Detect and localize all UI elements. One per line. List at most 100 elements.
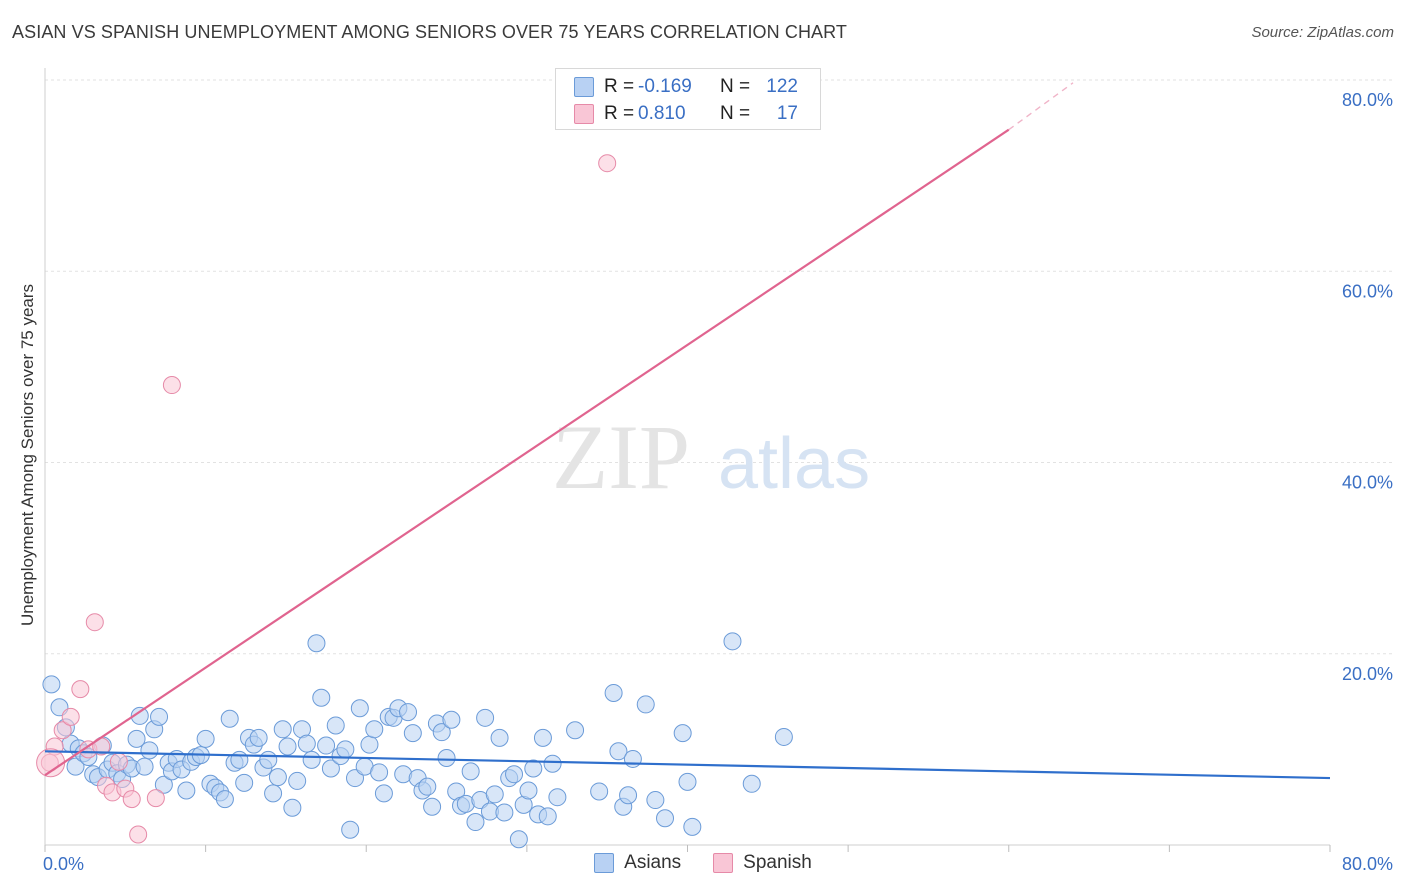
point-asians [365, 720, 384, 739]
trend-lines [44, 82, 1331, 780]
point-asians [273, 720, 292, 739]
point-asians [268, 768, 287, 787]
point-asians [566, 721, 585, 740]
y-tick-label: 40.0% [1342, 473, 1393, 493]
point-spanish [129, 825, 148, 844]
point-asians [196, 729, 215, 748]
point-asians [623, 749, 642, 768]
point-asians [509, 830, 528, 849]
point-asians [656, 809, 675, 828]
point-asians [370, 763, 389, 782]
point-asians [590, 782, 609, 801]
point-asians [461, 762, 480, 781]
point-spanish [598, 154, 617, 173]
legend-item-spanish[interactable]: Spanish [713, 852, 812, 874]
point-asians [423, 797, 442, 816]
source-label: Source: ZipAtlas.com [1251, 24, 1394, 41]
point-asians [259, 750, 278, 769]
point-asians [399, 703, 418, 722]
point-asians [533, 728, 552, 747]
point-asians [374, 784, 393, 803]
point-asians [442, 710, 461, 729]
point-asians [127, 729, 146, 748]
point-asians [678, 772, 697, 791]
spanish-swatch [574, 104, 594, 124]
point-asians [619, 786, 638, 805]
point-asians [466, 813, 485, 832]
point-asians [476, 708, 495, 727]
point-asians [742, 774, 761, 793]
point-spanish [109, 752, 128, 771]
point-asians [723, 632, 742, 651]
stats-box: R = -0.169 N = 122 R = 0.810 N = 17 [555, 68, 821, 130]
point-asians [302, 750, 321, 769]
watermark-zip: ZIP [552, 406, 690, 508]
point-spanish [146, 789, 165, 808]
y-tick-label: 20.0% [1342, 664, 1393, 684]
point-asians [538, 807, 557, 826]
legend-item-asians[interactable]: Asians [594, 852, 681, 874]
point-asians [321, 759, 340, 778]
point-spanish [85, 613, 104, 632]
legend-swatch-spanish [713, 853, 734, 873]
point-asians [249, 728, 268, 747]
point-asians [336, 740, 355, 759]
point-asians [673, 724, 692, 743]
point-asians [437, 748, 456, 767]
point-asians [543, 754, 562, 773]
legend-label-asians: Asians [624, 852, 682, 873]
point-asians [646, 791, 665, 810]
r-value: -0.169 [638, 76, 692, 97]
point-asians [42, 675, 61, 694]
n-label: N = [720, 76, 751, 97]
point-asians [66, 757, 85, 776]
point-asians [288, 771, 307, 790]
point-asians [230, 750, 249, 769]
point-asians [505, 765, 524, 784]
point-spanish [71, 680, 90, 699]
point-asians [341, 820, 360, 839]
r-value: 0.810 [638, 103, 686, 124]
point-asians [418, 777, 437, 796]
point-asians [326, 716, 345, 735]
trend-line-asians [44, 750, 1331, 780]
point-asians [220, 709, 239, 728]
point-asians [403, 724, 422, 743]
stats-row-asians: R = -0.169 N = 122 [574, 74, 798, 100]
point-spanish [122, 790, 141, 809]
stats-row-spanish: R = 0.810 N = 17 [574, 101, 798, 127]
point-asians [140, 741, 159, 760]
point-asians [609, 742, 628, 761]
point-asians [350, 699, 369, 718]
grid-lines [45, 79, 1392, 655]
n-label: N = [720, 103, 751, 124]
point-asians [154, 775, 173, 794]
asians-swatch [574, 77, 594, 97]
point-asians [485, 785, 504, 804]
y-tick-label: 60.0% [1342, 281, 1393, 301]
point-asians [297, 734, 316, 753]
point-asians [278, 737, 297, 756]
point-asians [432, 723, 451, 742]
point-asians [495, 803, 514, 822]
n-value: 17 [776, 103, 798, 124]
point-spanish [53, 721, 72, 740]
point-asians [346, 769, 365, 788]
point-asians [524, 759, 543, 778]
point-asians [490, 728, 509, 747]
watermark: ZIP atlas [552, 406, 870, 508]
chart-title: ASIAN VS SPANISH UNEMPLOYMENT AMONG SENI… [12, 22, 848, 42]
point-spanish [61, 707, 80, 726]
point-asians [130, 706, 149, 725]
point-asians [264, 784, 283, 803]
point-asians [283, 798, 302, 817]
r-label: R = [604, 103, 635, 124]
point-asians [360, 735, 379, 754]
point-asians [683, 817, 702, 836]
point-asians [215, 790, 234, 809]
r-label: R = [604, 76, 635, 97]
point-asians [636, 695, 655, 714]
axes [44, 68, 1331, 852]
data-points [36, 154, 793, 849]
